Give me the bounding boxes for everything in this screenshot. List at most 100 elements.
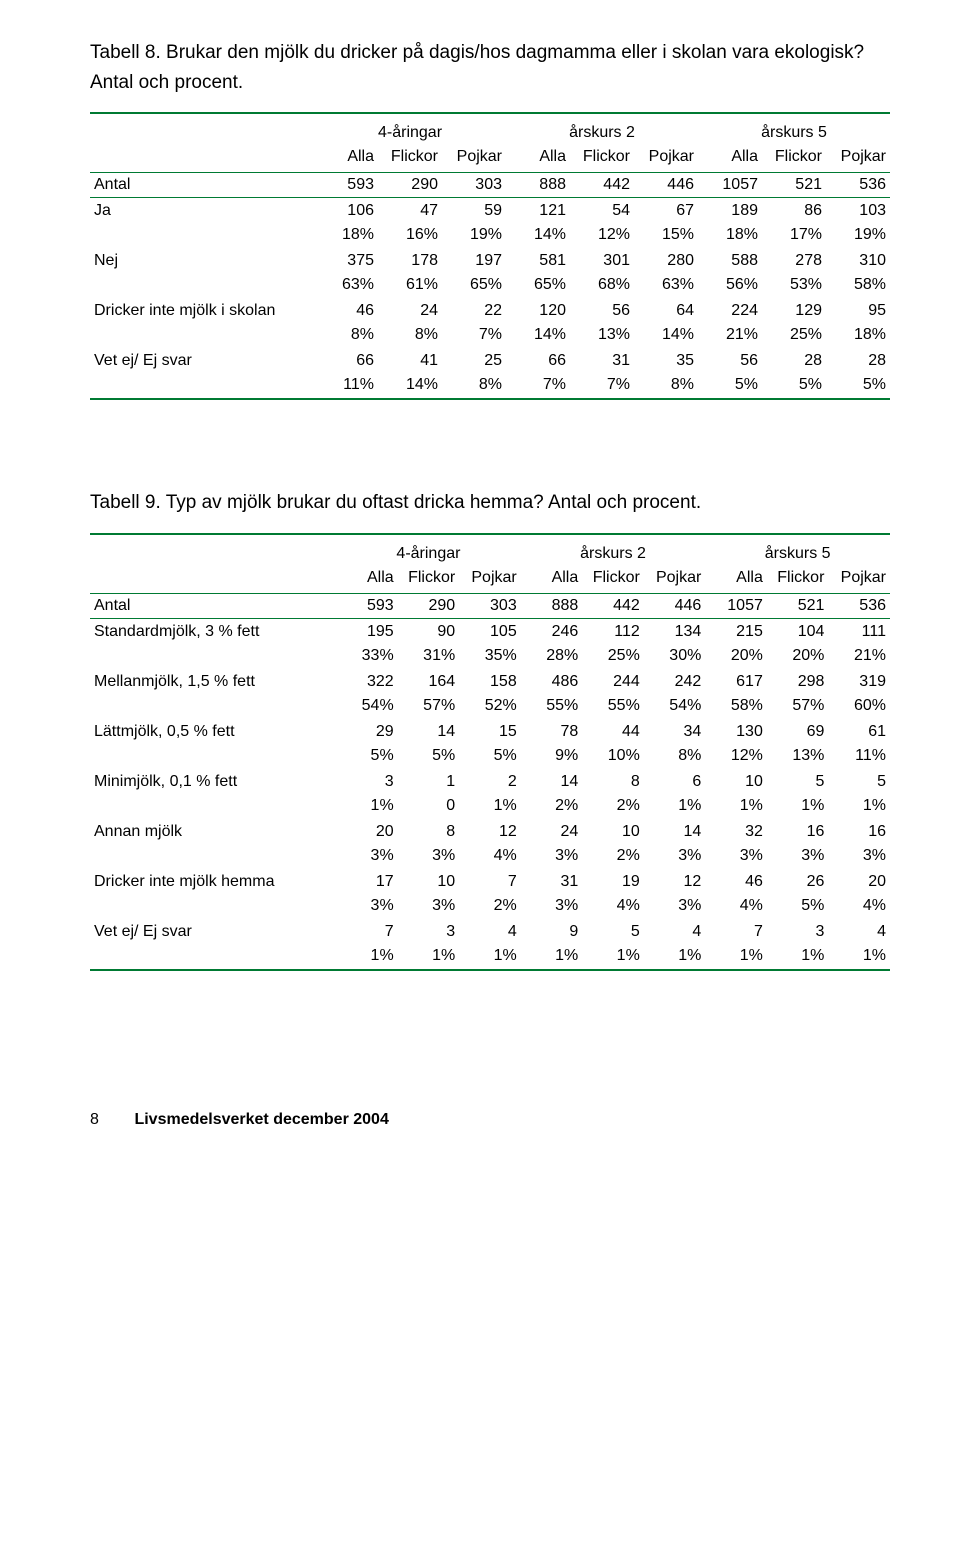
table-row: Standardmjölk, 3 % fett19590105246112134…	[90, 619, 890, 645]
row-label-empty	[90, 794, 336, 819]
cell-value: 178	[378, 248, 442, 273]
table9-group-2: årskurs 5	[705, 534, 890, 565]
cell-value: 3	[767, 919, 829, 944]
cell-value: 8	[398, 819, 460, 844]
cell-value: 35	[634, 348, 698, 373]
cell-value: 2	[459, 769, 521, 794]
row-label-empty	[90, 223, 314, 248]
cell-pct: 13%	[767, 744, 829, 769]
cell-value: 46	[705, 869, 767, 894]
table-row: Nej375178197581301280588278310	[90, 248, 890, 273]
cell-value: 24	[521, 819, 583, 844]
cell-value: 120	[506, 298, 570, 323]
table8-sub-row: Alla Flickor Pojkar Alla Flickor Pojkar …	[90, 144, 890, 173]
cell-pct: 2%	[521, 794, 583, 819]
cell-pct: 25%	[762, 323, 826, 348]
cell-value: 69	[767, 719, 829, 744]
cell-value: 310	[826, 248, 890, 273]
table8-group-row: 4-åringar årskurs 2 årskurs 5	[90, 113, 890, 144]
antal-cell: 888	[506, 172, 570, 197]
table9-antal-row: Antal 593 290 303 888 442 446 1057 521 5…	[90, 594, 890, 619]
cell-pct: 1%	[705, 944, 767, 970]
cell-pct: 54%	[644, 694, 706, 719]
antal-label: Antal	[90, 172, 314, 197]
antal-cell: 303	[442, 172, 506, 197]
cell-pct: 30%	[644, 644, 706, 669]
cell-value: 486	[521, 669, 583, 694]
table-row-pct: 11%14%8%7%7%8%5%5%5%	[90, 373, 890, 399]
antal-cell: 446	[634, 172, 698, 197]
table9: 4-åringar årskurs 2 årskurs 5 Alla Flick…	[90, 533, 890, 971]
table9-sub: Alla	[336, 565, 398, 594]
cell-pct: 0	[398, 794, 460, 819]
cell-pct: 18%	[826, 323, 890, 348]
table9-sub: Flickor	[767, 565, 829, 594]
table8-sub: Alla	[698, 144, 762, 173]
cell-value: 14	[398, 719, 460, 744]
table-row-pct: 54%57%52%55%55%54%58%57%60%	[90, 694, 890, 719]
cell-value: 104	[767, 619, 829, 645]
cell-pct: 14%	[506, 323, 570, 348]
cell-pct: 1%	[582, 944, 644, 970]
cell-value: 6	[644, 769, 706, 794]
cell-pct: 1%	[336, 794, 398, 819]
cell-pct: 3%	[336, 894, 398, 919]
cell-pct: 14%	[378, 373, 442, 399]
cell-pct: 57%	[398, 694, 460, 719]
cell-value: 56	[570, 298, 634, 323]
antal-cell: 303	[459, 594, 521, 619]
cell-value: 158	[459, 669, 521, 694]
cell-value: 244	[582, 669, 644, 694]
cell-pct: 4%	[705, 894, 767, 919]
antal-cell: 536	[828, 594, 890, 619]
cell-value: 301	[570, 248, 634, 273]
cell-value: 86	[762, 197, 826, 223]
cell-value: 106	[314, 197, 378, 223]
table9-title: Tabell 9. Typ av mjölk brukar du oftast …	[90, 490, 890, 516]
cell-pct: 55%	[521, 694, 583, 719]
row-label: Ja	[90, 197, 314, 223]
cell-pct: 1%	[705, 794, 767, 819]
footer: 8 Livsmedelsverket december 2004	[90, 1111, 890, 1129]
antal-cell: 521	[762, 172, 826, 197]
antal-cell: 521	[767, 594, 829, 619]
cell-pct: 2%	[582, 794, 644, 819]
cell-value: 16	[767, 819, 829, 844]
cell-pct: 33%	[336, 644, 398, 669]
antal-cell: 888	[521, 594, 583, 619]
cell-value: 224	[698, 298, 762, 323]
cell-pct: 17%	[762, 223, 826, 248]
cell-value: 28	[762, 348, 826, 373]
cell-value: 103	[826, 197, 890, 223]
row-label-empty	[90, 273, 314, 298]
cell-pct: 65%	[442, 273, 506, 298]
cell-value: 588	[698, 248, 762, 273]
cell-pct: 1%	[644, 794, 706, 819]
cell-value: 24	[378, 298, 442, 323]
table8-group-2: årskurs 5	[698, 113, 890, 144]
cell-value: 8	[582, 769, 644, 794]
cell-value: 5	[828, 769, 890, 794]
cell-pct: 3%	[398, 844, 460, 869]
row-label: Dricker inte mjölk i skolan	[90, 298, 314, 323]
cell-pct: 54%	[336, 694, 398, 719]
cell-value: 280	[634, 248, 698, 273]
cell-pct: 3%	[521, 844, 583, 869]
cell-value: 17	[336, 869, 398, 894]
cell-value: 41	[378, 348, 442, 373]
cell-value: 5	[767, 769, 829, 794]
cell-value: 121	[506, 197, 570, 223]
cell-value: 278	[762, 248, 826, 273]
cell-value: 12	[459, 819, 521, 844]
table-row: Minimjölk, 0,1 % fett31214861055	[90, 769, 890, 794]
cell-pct: 14%	[506, 223, 570, 248]
cell-pct: 7%	[570, 373, 634, 399]
cell-pct: 11%	[828, 744, 890, 769]
table9-sub: Flickor	[398, 565, 460, 594]
cell-pct: 53%	[762, 273, 826, 298]
cell-pct: 5%	[336, 744, 398, 769]
table8-sub: Alla	[506, 144, 570, 173]
table9-group-row: 4-åringar årskurs 2 årskurs 5	[90, 534, 890, 565]
cell-pct: 65%	[506, 273, 570, 298]
cell-value: 197	[442, 248, 506, 273]
